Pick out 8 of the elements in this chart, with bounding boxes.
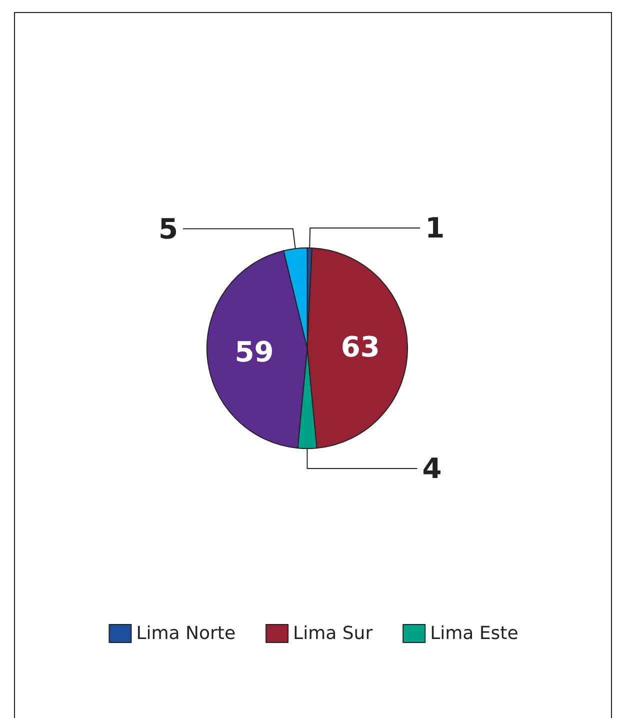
data-label: 1 xyxy=(425,211,445,244)
legend-label: Lima Norte xyxy=(136,623,236,644)
legend-label: Lima Sur xyxy=(293,623,374,644)
data-label: 5 xyxy=(158,212,178,246)
data-label: 4 xyxy=(422,452,442,486)
data-label: 63 xyxy=(340,330,380,364)
data-label: 59 xyxy=(234,336,274,369)
legend-label: Lima Este xyxy=(430,623,518,644)
